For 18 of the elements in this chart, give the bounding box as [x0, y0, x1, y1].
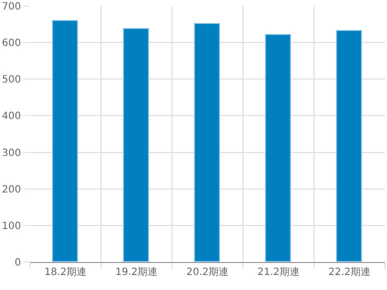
- bar: [265, 34, 291, 262]
- y-tick-label: 200: [2, 184, 21, 196]
- y-tick-label: 500: [2, 74, 21, 86]
- x-tick-label: 19.2期連: [115, 266, 158, 278]
- x-tick-label: 22.2期連: [328, 266, 371, 278]
- x-tick-label: 20.2期連: [186, 266, 229, 278]
- bar: [52, 20, 78, 262]
- bar: [336, 30, 362, 262]
- bar: [194, 23, 220, 262]
- x-tick-label: 18.2期連: [44, 266, 87, 278]
- y-tick-label: 100: [2, 220, 21, 232]
- y-tick-label: 300: [2, 148, 21, 159]
- y-tick-label: 0: [14, 258, 21, 268]
- x-tick-label: 21.2期連: [257, 266, 300, 278]
- bar: [123, 28, 149, 262]
- y-tick-label: 600: [2, 38, 21, 50]
- y-tick-label: 400: [2, 111, 21, 122]
- y-tick-label: 700: [2, 2, 21, 12]
